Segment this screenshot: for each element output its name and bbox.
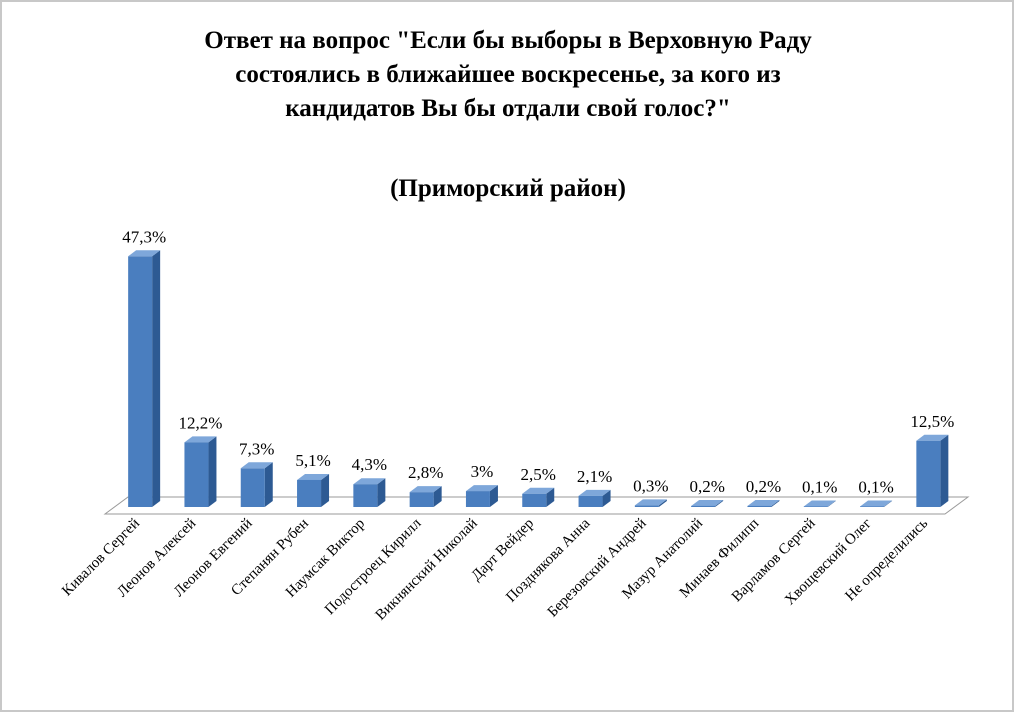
value-label: 5,1%	[295, 451, 330, 470]
bar-top	[128, 250, 161, 257]
bar-side	[208, 436, 217, 507]
bar-top	[465, 485, 498, 492]
bar	[634, 505, 659, 507]
bar-side	[658, 499, 667, 507]
bar-side	[321, 473, 330, 507]
value-label: 2,1%	[577, 467, 612, 486]
value-label: 0,3%	[633, 476, 668, 495]
bar-top	[747, 499, 780, 506]
value-label: 3%	[471, 462, 494, 481]
value-label: 7,3%	[239, 439, 274, 458]
value-label: 2,5%	[521, 465, 556, 484]
bar-side	[884, 500, 893, 507]
bar-side	[152, 250, 161, 507]
bar-side	[940, 434, 949, 507]
bar-top	[860, 500, 893, 507]
bar	[691, 505, 716, 507]
bar	[860, 506, 885, 507]
bar-side	[771, 499, 780, 507]
chart-title: кандидатов Вы бы отдали свой голос?"	[285, 95, 730, 122]
bar	[184, 442, 209, 507]
bar-top	[409, 486, 442, 493]
bar	[578, 495, 603, 507]
bar	[465, 491, 490, 507]
value-label: 12,2%	[178, 413, 222, 432]
bar-side	[827, 500, 836, 507]
bar-side	[433, 486, 442, 507]
chart-subtitle: (Приморский район)	[390, 175, 626, 202]
bar	[916, 440, 941, 507]
bar-side	[546, 487, 555, 507]
value-label: 12,5%	[910, 412, 954, 431]
value-label: 0,1%	[858, 477, 893, 496]
bar	[522, 493, 547, 507]
bar-side	[715, 499, 724, 507]
value-label: 0,2%	[746, 477, 781, 496]
bar	[803, 506, 828, 507]
bar-top	[916, 434, 949, 441]
bar-top	[353, 478, 386, 485]
bar-top	[634, 499, 667, 506]
bar-side	[602, 489, 611, 507]
value-label: 0,2%	[689, 477, 724, 496]
chart-title: Ответ на вопрос "Если бы выборы в Верхов…	[204, 27, 812, 54]
bar-side	[264, 462, 273, 507]
bar	[240, 468, 265, 507]
bar-side	[489, 485, 498, 507]
bar-top	[803, 500, 836, 507]
bar	[409, 492, 434, 507]
bar-top	[578, 489, 611, 496]
bar	[747, 505, 772, 507]
bar-top	[297, 473, 330, 480]
value-label: 4,3%	[352, 455, 387, 474]
value-label: 0,1%	[802, 477, 837, 496]
value-label: 47,3%	[122, 227, 166, 246]
value-label: 2,8%	[408, 463, 443, 482]
bar	[297, 479, 322, 507]
bar-top	[691, 499, 724, 506]
bar	[353, 484, 378, 507]
bar	[128, 256, 153, 507]
bar-top	[184, 436, 217, 443]
bar-top	[522, 487, 555, 494]
chart-title: состоялись в ближайшее воскресенье, за к…	[235, 61, 780, 88]
bar-side	[377, 478, 386, 507]
bar-top	[240, 462, 273, 469]
